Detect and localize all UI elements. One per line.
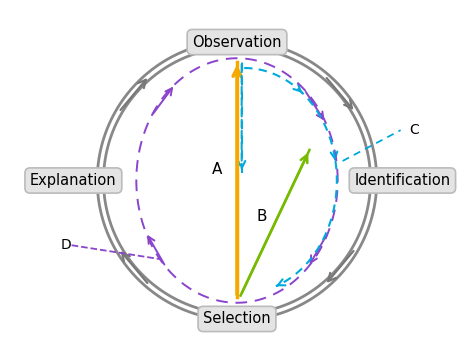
Text: Explanation: Explanation <box>30 173 117 188</box>
Text: B: B <box>257 209 267 224</box>
Text: A: A <box>212 162 222 177</box>
Text: C: C <box>410 123 419 137</box>
Text: Selection: Selection <box>203 312 271 326</box>
Text: Observation: Observation <box>192 35 282 49</box>
Text: D: D <box>61 238 72 252</box>
Text: Identification: Identification <box>355 173 450 188</box>
